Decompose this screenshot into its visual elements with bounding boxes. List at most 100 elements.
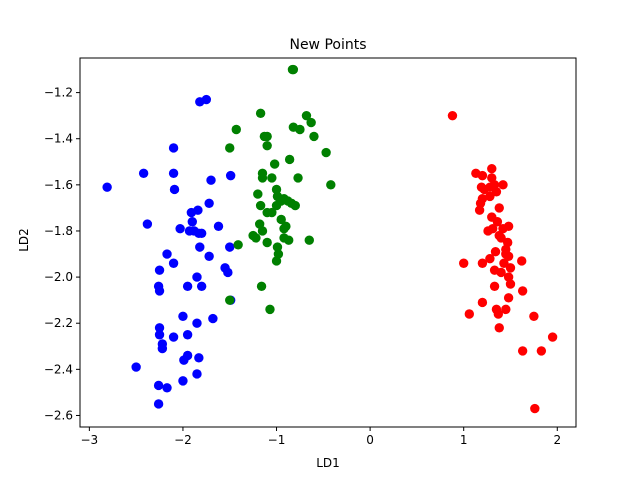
data-point-series-2-9 (309, 131, 319, 142)
data-point-series-2-3 (255, 108, 266, 119)
data-point-series-2-5 (306, 117, 316, 128)
data-point-series-3-12 (485, 191, 495, 202)
y-axis-label: LD2 (17, 228, 31, 252)
data-point-series-2-16 (269, 159, 280, 169)
data-point-series-2-33 (267, 207, 277, 218)
data-point-series-1-22 (225, 242, 235, 252)
data-point-series-3-33 (477, 258, 488, 268)
data-point-series-3-51 (517, 346, 528, 356)
data-point-series-3-4 (477, 170, 488, 181)
data-point-series-1-6 (168, 168, 179, 179)
data-point-series-3-1 (447, 110, 458, 121)
chart-title: New Points (289, 37, 366, 53)
data-point-series-1-14 (142, 219, 153, 229)
data-point-series-3-10 (479, 184, 489, 195)
data-point-series-1-40 (182, 330, 193, 340)
data-point-series-3-42 (503, 293, 514, 303)
data-point-series-1-48 (192, 369, 202, 379)
data-point-series-1-32 (154, 286, 165, 296)
data-point-series-2-2 (287, 64, 298, 75)
plot-frame (79, 57, 577, 428)
data-point-series-2-22 (271, 184, 282, 195)
data-point-series-2-15 (284, 154, 295, 165)
data-point-series-1-37 (192, 318, 202, 328)
data-point-series-2-8 (295, 124, 305, 135)
data-point-series-2-21 (326, 180, 336, 190)
data-point-series-2-20 (293, 173, 303, 183)
data-point-series-1-47 (131, 362, 141, 372)
data-point-series-2-24 (253, 189, 263, 199)
data-point-series-2-38 (257, 226, 268, 236)
data-point-series-2-34 (276, 214, 286, 225)
data-point-series-1-24 (162, 249, 172, 259)
data-point-series-1-45 (194, 353, 204, 363)
data-point-series-3-31 (517, 256, 527, 266)
data-point-series-1-13 (187, 217, 198, 227)
data-point-series-3-39 (505, 279, 516, 289)
y-tick-label-3: −2.2 (44, 316, 73, 330)
data-point-series-2-14 (321, 147, 331, 158)
data-point-series-2-40 (251, 233, 261, 243)
data-point-series-3-18 (492, 217, 503, 227)
data-point-series-1-19 (196, 228, 207, 238)
data-point-series-1-33 (196, 281, 207, 292)
data-point-series-1-49 (178, 376, 188, 386)
data-point-series-3-49 (494, 323, 504, 333)
data-point-series-3-20 (498, 223, 508, 234)
y-tick-label-8: −1.2 (44, 86, 73, 100)
data-point-series-1-8 (206, 175, 216, 185)
data-point-series-3-34 (499, 258, 509, 268)
data-point-series-3-16 (494, 203, 504, 213)
data-point-series-2-29 (290, 200, 300, 211)
data-point-series-2-46 (272, 242, 283, 252)
data-point-series-3-52 (536, 346, 547, 356)
y-tick-label-5: −1.8 (44, 224, 73, 238)
x-tick-label-3: −1 (268, 433, 286, 447)
data-point-series-1-2 (195, 97, 205, 107)
data-point-series-1-25 (168, 258, 179, 268)
data-point-series-3-48 (529, 311, 539, 321)
data-point-series-2-49 (256, 281, 267, 292)
data-point-series-2-11 (262, 131, 272, 142)
data-point-series-3-29 (503, 251, 514, 262)
data-point-series-3-35 (505, 263, 516, 273)
data-point-series-1-15 (175, 223, 185, 234)
data-point-series-3-30 (485, 253, 495, 264)
data-point-series-2-45 (233, 240, 243, 250)
data-point-series-3-22 (483, 226, 493, 236)
x-axis-label: LD1 (316, 456, 340, 470)
data-point-series-1-26 (154, 265, 165, 275)
x-tick-label-6: 2 (553, 433, 561, 447)
y-tick-label-7: −1.4 (44, 132, 73, 146)
data-point-series-1-30 (182, 281, 193, 292)
x-tick-label-2: −2 (174, 433, 192, 447)
data-point-series-3-41 (517, 286, 528, 296)
data-point-series-2-12 (262, 140, 272, 151)
data-point-series-2-13 (225, 143, 235, 153)
data-point-series-1-43 (157, 343, 168, 354)
data-point-series-1-28 (223, 267, 233, 278)
data-point-series-1-41 (168, 332, 179, 342)
y-tick-label-6: −1.6 (44, 178, 73, 192)
data-point-series-3-53 (530, 403, 540, 414)
axes-layer: −3 −2 −1 0 1 2 −2.6 −2.4 −2.2 −2.0 −1.8 −1.6 −1.4 −1.… (44, 57, 577, 447)
x-tick-label-5: 1 (460, 433, 468, 447)
data-point-series-3-47 (493, 309, 504, 319)
data-point-series-2-18 (257, 173, 268, 183)
data-point-series-2-51 (265, 304, 275, 315)
data-point-series-1-36 (208, 313, 218, 324)
data-point-series-1-52 (153, 399, 164, 409)
data-point-series-1-51 (162, 383, 172, 393)
data-point-series-3-40 (489, 281, 500, 292)
data-point-series-2-30 (271, 200, 282, 211)
data-point-series-3-7 (498, 180, 508, 190)
data-point-series-1-46 (179, 355, 189, 365)
data-point-series-3-43 (477, 297, 488, 308)
data-point-series-1-12 (193, 205, 203, 215)
data-point-series-1-50 (153, 380, 164, 391)
points-layer (102, 64, 558, 414)
data-point-series-1-35 (178, 311, 188, 321)
data-point-series-1-7 (169, 184, 180, 195)
y-tick-label-4: −2.0 (44, 270, 73, 284)
